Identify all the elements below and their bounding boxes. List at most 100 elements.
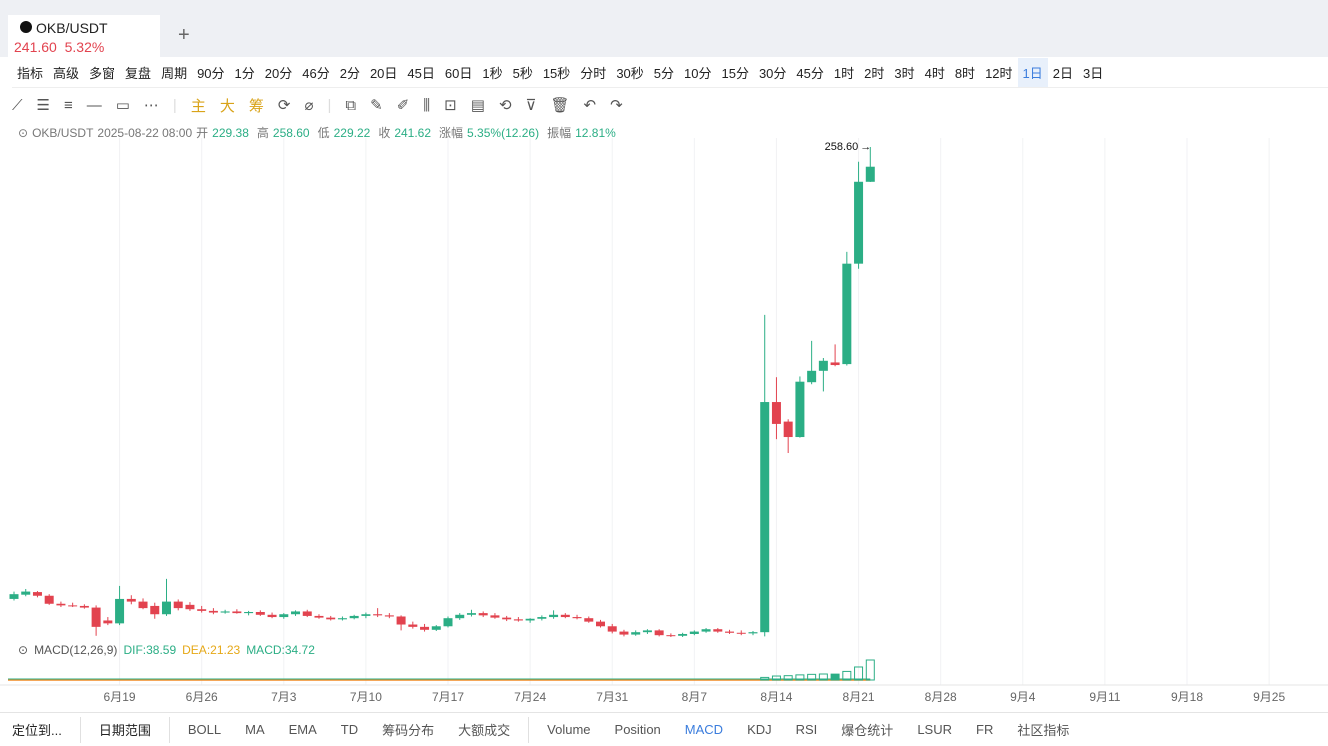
period-button[interactable]: 分时 [580, 66, 607, 81]
tool-icon[interactable]: ⊡ [444, 97, 457, 114]
candle-body [560, 614, 570, 618]
tool-icon[interactable]: ⟋ [12, 96, 23, 114]
period-button[interactable]: 8时 [954, 66, 976, 81]
period-button[interactable]: 2时 [864, 66, 885, 81]
period-button[interactable]: 3日 [1083, 66, 1104, 81]
candle-body [279, 614, 289, 618]
indicator-button[interactable]: FR [976, 722, 994, 737]
tool-icon[interactable]: — [86, 96, 102, 114]
period-button[interactable]: 60日 [444, 66, 473, 81]
period-button[interactable]: 2日 [1052, 66, 1073, 81]
tool-icon[interactable]: 🗑 [550, 97, 570, 114]
tab-row: OKB/USDT 241.60 5.32% + [0, 15, 1328, 57]
tool-button[interactable]: 周期 [161, 66, 188, 81]
collapse-icon[interactable]: ⊙ [18, 125, 29, 140]
candle-body [842, 263, 852, 365]
locate[interactable]: 定位到... [12, 723, 62, 738]
indicator-button[interactable]: TD [340, 722, 359, 737]
tool-button[interactable]: 复盘 [125, 66, 152, 81]
indicator-button[interactable]: MACD [684, 722, 724, 737]
period-button[interactable]: 90分 [197, 66, 225, 81]
info-symbol: OKB/USDT [32, 125, 94, 140]
tool-icon[interactable]: ⋯ [143, 97, 159, 114]
indicator-button[interactable]: BOLL [187, 722, 222, 737]
tool-icon[interactable]: ⌀ [304, 97, 314, 114]
candle-body [349, 615, 359, 619]
candle-body [21, 591, 31, 595]
tab-price: 241.60 5.32% [14, 39, 104, 55]
tool-icon[interactable]: ▭ [115, 97, 130, 114]
tool-icon[interactable]: ≡ [63, 96, 73, 114]
x-tick-label: 9月25 [1253, 690, 1285, 704]
period-button[interactable]: 4时 [924, 66, 945, 81]
tool-icon[interactable]: ↶ [583, 97, 597, 114]
info-label: 开 [196, 126, 209, 140]
candle-body [549, 614, 559, 618]
tool-button[interactable]: 高级 [53, 66, 80, 81]
indicator-button[interactable]: RSI [795, 722, 818, 737]
overlay-button[interactable]: 筹 [248, 97, 264, 115]
candle-body [115, 598, 125, 624]
tool-button[interactable]: 指标 [17, 66, 44, 81]
period-button[interactable]: 10分 [684, 66, 712, 81]
indicator-button[interactable]: LSUR [917, 722, 952, 737]
collapse-icon[interactable]: ⊙ [18, 643, 29, 657]
period-button[interactable]: 30秒 [616, 66, 644, 81]
overlay-button[interactable]: 主 [190, 97, 206, 115]
indicator-button[interactable]: KDJ [747, 722, 772, 737]
period-button[interactable]: 15分 [721, 66, 749, 81]
tool-button[interactable]: 多窗 [89, 66, 116, 81]
period-button[interactable]: 12时 [985, 66, 1013, 81]
period-button[interactable]: 30分 [758, 66, 787, 81]
period-button[interactable]: 20分 [264, 66, 293, 81]
tool-icon[interactable]: ☰ [36, 97, 50, 114]
candle-body [302, 611, 312, 616]
tool-icon[interactable]: ✎ [370, 97, 383, 114]
tool-icon[interactable]: ▤ [470, 97, 485, 114]
period-button[interactable]: 2分 [339, 66, 360, 81]
tool-icon[interactable]: | [327, 96, 332, 114]
overlay-button[interactable]: 大 [219, 97, 235, 115]
period-button[interactable]: 45分 [796, 66, 824, 81]
period-button[interactable]: 1分 [234, 66, 255, 81]
tool-icon[interactable]: ⟲ [498, 97, 512, 114]
macd-bar [795, 674, 805, 681]
candle-body [103, 620, 113, 624]
info-value: 5.35%(12.26) [467, 125, 540, 140]
x-tick-label: 8月21 [843, 690, 875, 704]
tool-icon[interactable]: ✐ [396, 97, 410, 114]
period-button[interactable]: 5秒 [512, 66, 533, 81]
period-button[interactable]: 5分 [653, 66, 675, 81]
period-button[interactable]: 1日 [1017, 58, 1048, 87]
indicator-button[interactable]: 筹码分布 [382, 723, 435, 738]
candle-body [713, 629, 723, 632]
tool-icon[interactable]: ⧉ [345, 96, 357, 114]
x-tick-label: 9月11 [1089, 690, 1120, 704]
macd-bar [830, 673, 840, 681]
period-button[interactable]: 20日 [369, 66, 398, 81]
indicator-button[interactable]: Volume [547, 722, 591, 737]
indicator-button[interactable]: 大额成交 [458, 723, 511, 738]
date-range[interactable]: 日期范围 [98, 723, 151, 738]
tool-icon[interactable]: ⟳ [277, 97, 291, 114]
indicator-button[interactable]: Position [614, 722, 661, 737]
tool-icon[interactable]: ↷ [610, 97, 623, 114]
indicator-button[interactable]: EMA [288, 722, 317, 737]
indicator-button[interactable]: MA [245, 722, 265, 737]
period-button[interactable]: 3时 [894, 66, 915, 81]
add-tab[interactable]: + [178, 24, 190, 46]
community-indicators[interactable]: 社区指标 [1017, 723, 1070, 738]
period-button[interactable]: 1时 [833, 66, 855, 81]
period-button[interactable]: 45日 [407, 66, 435, 81]
period-button[interactable]: 15秒 [542, 66, 571, 81]
macd-title: MACD(12,26,9) [34, 643, 118, 657]
x-tick-label: 7月10 [350, 690, 382, 704]
indicator-button[interactable]: 爆仓统计 [841, 723, 894, 738]
candle-body [584, 618, 594, 622]
candle-body [208, 610, 218, 613]
tool-icon[interactable]: ⊽ [525, 97, 537, 114]
tool-icon[interactable]: ⫼ [423, 96, 431, 114]
period-button[interactable]: 1秒 [482, 66, 503, 81]
period-button[interactable]: 46分 [302, 66, 330, 81]
tab[interactable]: OKB/USDT 241.60 5.32% [8, 15, 160, 57]
